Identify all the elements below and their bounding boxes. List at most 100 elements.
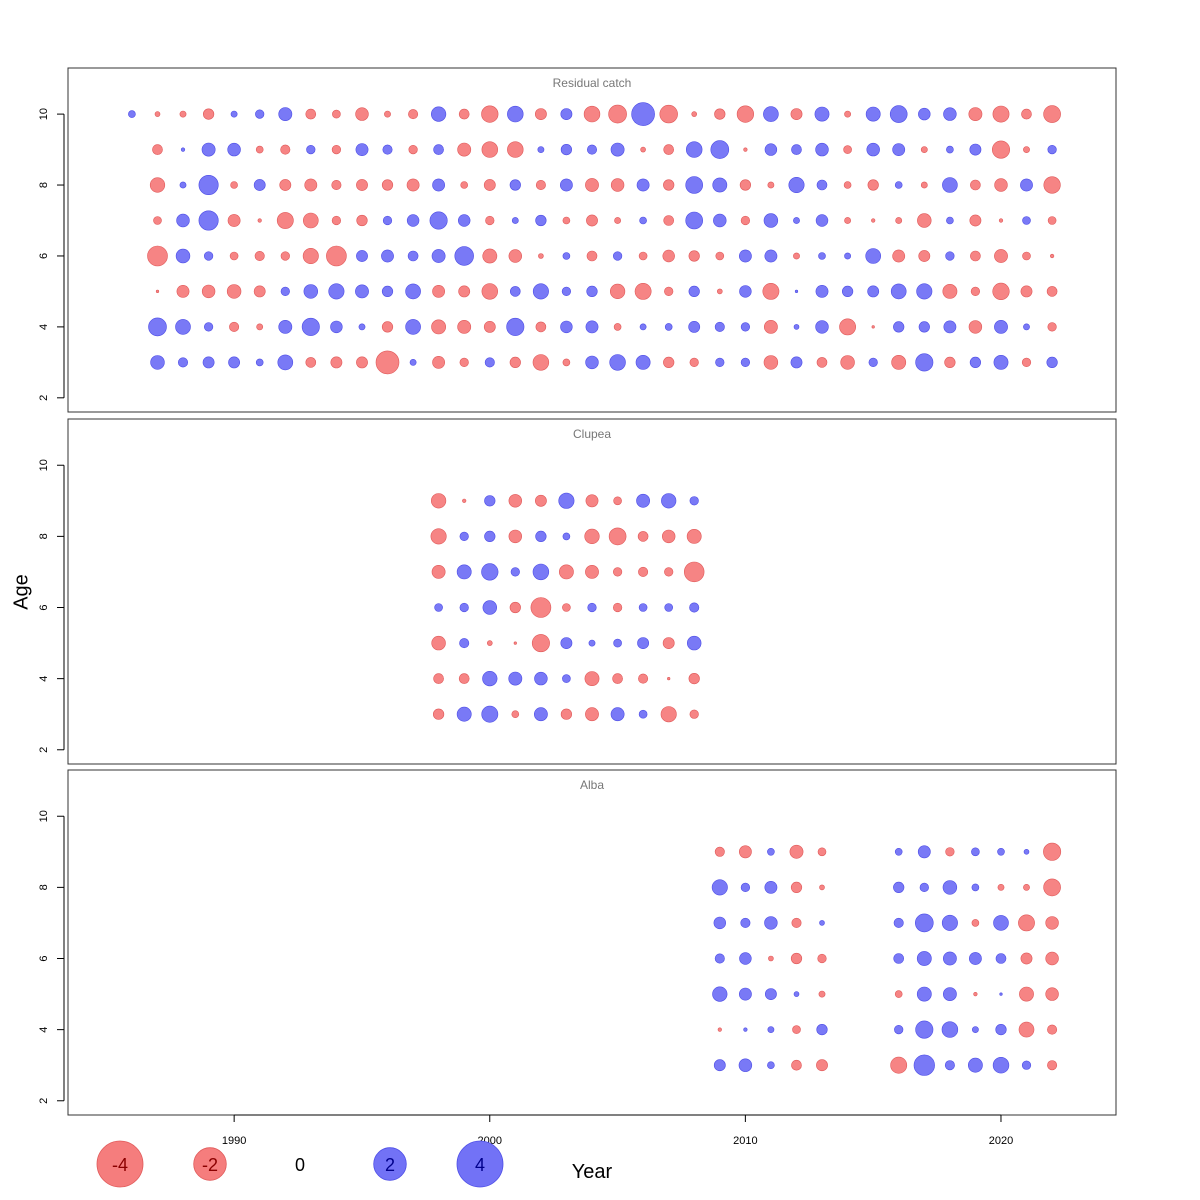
y-tick-label: 4 (38, 324, 50, 330)
bubble (1043, 842, 1062, 861)
bubble (1020, 178, 1033, 192)
bubble (1020, 285, 1033, 298)
panel-frame (67, 769, 1117, 1116)
bubble (688, 320, 701, 333)
bubble (713, 213, 727, 228)
bubble (843, 181, 852, 189)
bubble (1047, 1060, 1058, 1071)
bubble (432, 355, 445, 369)
bubble (255, 358, 264, 367)
bubble (663, 215, 675, 226)
bubble (816, 179, 828, 191)
bubble (460, 181, 469, 189)
bubble (739, 179, 752, 191)
bubble (532, 283, 549, 300)
bubble (612, 602, 623, 613)
bubble (481, 283, 498, 300)
bubble (481, 105, 499, 123)
bubble (664, 603, 674, 612)
bubble (176, 213, 190, 228)
bubble (406, 214, 420, 227)
bubble (509, 356, 521, 369)
bubble (637, 637, 649, 649)
bubble (155, 289, 160, 294)
legend-label: -2 (202, 1155, 218, 1175)
bubble (559, 564, 574, 580)
bubble (793, 324, 800, 330)
bubble (918, 107, 931, 121)
bubble (405, 283, 421, 300)
bubble (683, 561, 705, 583)
bubble (535, 321, 547, 333)
bubble (381, 285, 394, 298)
bubble (535, 214, 547, 227)
bubble (405, 319, 421, 335)
bubble (767, 181, 775, 189)
bubble (892, 249, 906, 263)
bubble (457, 142, 472, 157)
bubble (304, 178, 318, 192)
bubble (431, 249, 446, 263)
bubble (254, 251, 265, 262)
y-tick-label: 8 (38, 533, 50, 539)
bubble (968, 107, 983, 121)
bubble (918, 250, 931, 262)
bubble (686, 635, 702, 651)
bubble (530, 597, 552, 618)
bubble (765, 988, 777, 1000)
bubble (1023, 848, 1030, 855)
bubble (667, 676, 671, 681)
bubble (740, 882, 751, 893)
bubble (305, 108, 317, 120)
bubble (431, 635, 446, 651)
bubble (767, 1026, 775, 1033)
bubble (817, 847, 827, 857)
bubble (894, 1024, 904, 1035)
bubble (560, 108, 573, 120)
y-tick-label: 6 (38, 253, 50, 259)
bubble (743, 1027, 748, 1032)
bubble (639, 323, 647, 331)
bubble (382, 144, 393, 155)
bubble (865, 248, 882, 264)
bubble (788, 177, 805, 194)
bubble (997, 884, 1005, 891)
bubble (942, 880, 958, 895)
bubble (992, 105, 1010, 123)
bubble (917, 213, 932, 228)
bubble (791, 917, 802, 928)
bubble (1018, 1021, 1035, 1038)
bubble (228, 356, 240, 369)
bubble (613, 638, 622, 648)
bubble (793, 217, 800, 224)
bubble (562, 532, 571, 541)
bubble (893, 953, 905, 964)
bubble (178, 357, 189, 368)
bubble (584, 671, 600, 686)
bubble (560, 144, 573, 156)
bubble (915, 1020, 934, 1039)
bubble (688, 285, 700, 298)
bubble (662, 637, 675, 649)
bubble (459, 638, 470, 649)
bubble (945, 847, 955, 857)
bubble (179, 181, 187, 189)
bubble (916, 951, 932, 966)
bubble (407, 250, 419, 262)
bubble (204, 322, 214, 332)
bubble (969, 214, 982, 227)
bubble (631, 102, 655, 126)
legend: -4 -2 0 2 4 (96, 1140, 504, 1188)
bubble (917, 845, 931, 859)
bubble (913, 1054, 935, 1076)
bubble (993, 915, 1009, 931)
bubbles (128, 102, 1061, 375)
bubble (538, 253, 544, 259)
bubble (482, 670, 498, 687)
y-axis: 2 4 6 8 10 (38, 459, 65, 753)
bubble (638, 673, 649, 684)
bubble (686, 529, 702, 544)
bubble (893, 917, 904, 928)
bubble (612, 567, 623, 577)
y-tick-label: 8 (38, 884, 50, 890)
